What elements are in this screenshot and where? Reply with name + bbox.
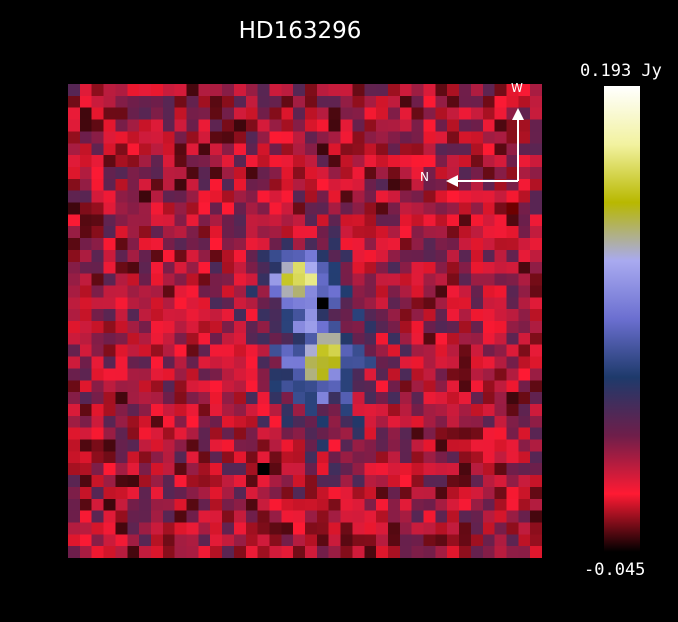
north-label: N: [420, 170, 429, 184]
colorbar-min-label: -0.045: [584, 560, 646, 580]
colorbar: [604, 86, 640, 552]
intensity-map: W N: [68, 81, 542, 558]
emission-map-canvas: [68, 84, 542, 558]
west-label: W: [511, 81, 523, 95]
pixel-grid: [68, 84, 542, 558]
image-title: HD163296: [238, 18, 362, 44]
colorbar-max-label: 0.193 Jy: [580, 61, 662, 81]
